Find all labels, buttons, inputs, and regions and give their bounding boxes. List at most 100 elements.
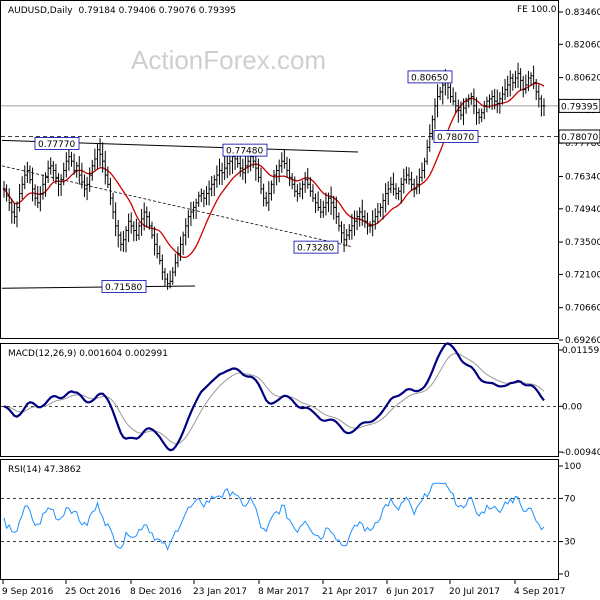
price-bar [241, 158, 245, 180]
current-price-box-label: 0.79395 [561, 102, 598, 112]
price-bar [192, 201, 195, 219]
price-bar [83, 174, 86, 197]
price-bar [358, 207, 361, 227]
price-bar [477, 108, 481, 125]
price-bar [366, 212, 369, 235]
price-bar [319, 198, 323, 219]
price-bar [114, 202, 117, 237]
price-bar [451, 87, 455, 106]
price-bar [485, 96, 489, 113]
price-bar [290, 173, 294, 190]
price-bar [212, 175, 216, 197]
x-tick-label: 20 Jul 2017 [449, 587, 500, 597]
price-bar [482, 100, 486, 120]
price-bar [88, 167, 91, 192]
current-price-box: 0.79395 [558, 98, 600, 113]
price-bar [495, 89, 499, 114]
price-bar [347, 224, 351, 241]
price-bar [210, 175, 213, 197]
price-tick-label: 0.83460 [565, 8, 600, 18]
price-bar [433, 98, 437, 130]
price-bar [205, 186, 208, 206]
macd-tick-label: -0.009408 [562, 448, 600, 458]
rsi-tick-label: 70 [564, 494, 576, 504]
price-level-label: 0.73280 [297, 244, 334, 254]
price-bar [62, 162, 66, 186]
price-bar [371, 210, 374, 237]
price-level-label: 0.80650 [411, 73, 448, 83]
price-bar [103, 150, 107, 185]
price-bar [335, 196, 338, 224]
price-bar [298, 182, 302, 198]
price-level-label: 0.77770 [38, 140, 75, 150]
price-bar [454, 91, 458, 113]
price-bar [449, 83, 452, 103]
price-bar [171, 267, 175, 285]
macd-axis: 0.01159 0.00 -0.009408 [559, 346, 600, 458]
ohlc-readout: 0.79184 0.79406 0.79076 0.79395 [79, 6, 236, 16]
price-level-label: 0.77480 [226, 147, 263, 157]
price-bar [519, 68, 522, 91]
price-bar [467, 94, 471, 108]
rsi-tick-label: 0 [564, 570, 570, 580]
price-bar [75, 161, 78, 178]
price-bar [181, 231, 185, 255]
price-bar [65, 152, 68, 178]
price-bar [96, 143, 99, 170]
price-bar [376, 202, 380, 224]
price-bar [524, 74, 528, 94]
price-bar [197, 191, 201, 207]
price-bar [85, 176, 89, 201]
price-bar [168, 270, 172, 289]
price-bar [381, 193, 385, 220]
price-bar [415, 175, 419, 195]
price-bar [223, 156, 226, 181]
price-bar [306, 167, 310, 189]
price-bar [166, 273, 169, 290]
price-bar [503, 78, 507, 101]
price-bar [412, 178, 416, 198]
price-bar [283, 150, 286, 169]
price-bar [7, 188, 11, 211]
price-level-annotation: 0.77480 [222, 143, 268, 157]
price-bar [57, 173, 60, 197]
price-level-annotation: 0.78070 [433, 130, 479, 143]
price-bar [187, 210, 190, 238]
price-bar [106, 166, 110, 189]
price-bar [459, 101, 463, 120]
fe-label: FE 100.0 [517, 5, 557, 15]
x-axis: 9 Sep 2016 25 Oct 2016 8 Dec 2016 23 Jan 20… [2, 580, 565, 597]
price-tick-label: 0.80620 [565, 74, 600, 84]
price-tick-label: 0.76340 [565, 172, 600, 182]
price-bar [270, 180, 273, 201]
x-tick-label: 4 Sep 2017 [514, 587, 565, 597]
price-bar [428, 124, 432, 152]
macd-tick-label: 0.01159 [562, 346, 599, 356]
x-tick-label: 21 Apr 2017 [322, 587, 378, 597]
price-bar [329, 186, 333, 216]
price-bar [379, 203, 382, 217]
price-bar [20, 176, 24, 200]
rsi-title: RSI(14) 47.3862 [8, 465, 81, 475]
price-bar [475, 97, 478, 125]
price-bar [464, 97, 468, 114]
price-bar [314, 193, 317, 213]
price-bar [436, 84, 439, 118]
price-bar [399, 177, 403, 204]
price-bar [342, 223, 346, 253]
price-tick-label: 0.74940 [565, 205, 600, 215]
price-bar [420, 162, 424, 182]
price-bar [15, 201, 19, 228]
x-tick-label: 9 Sep 2016 [2, 587, 54, 597]
price-bar [28, 165, 32, 184]
price-bar [5, 184, 8, 202]
price-bar [67, 146, 71, 171]
macd-main-line [3, 342, 545, 452]
symbol-label: AUDUSD,Daily [8, 6, 73, 16]
price-bar [93, 148, 97, 171]
price-bar [332, 195, 336, 220]
price-bar [511, 73, 515, 91]
price-bar [355, 210, 359, 231]
price-bar [303, 172, 307, 193]
